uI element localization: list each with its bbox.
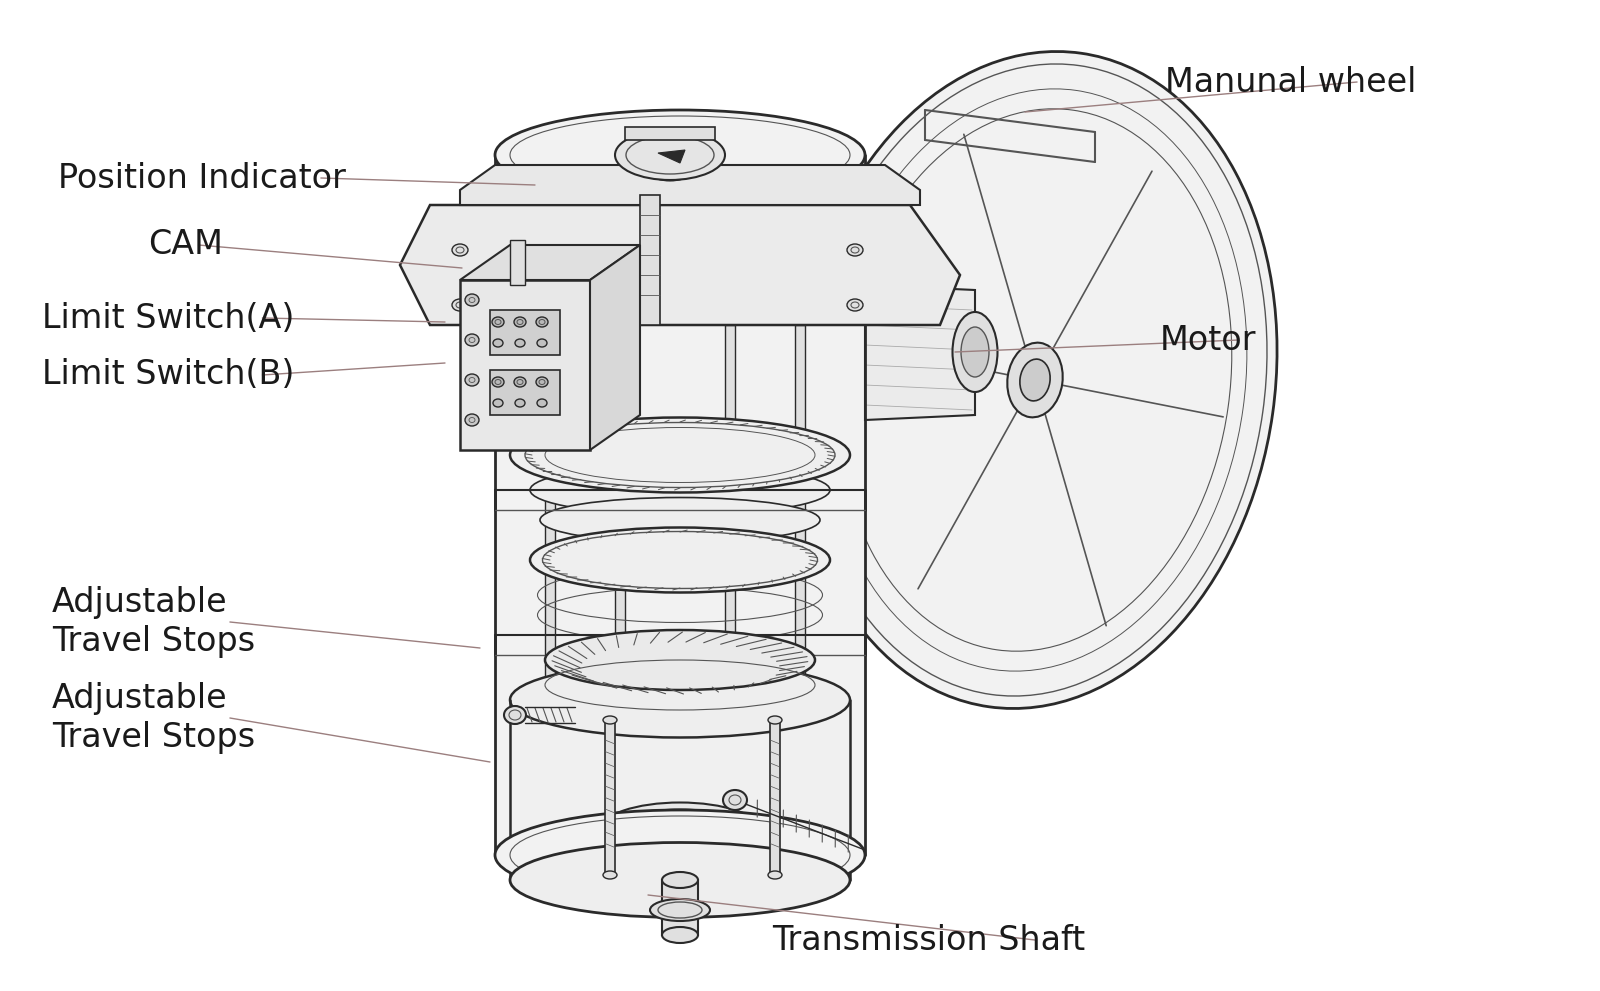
Ellipse shape [515,339,525,347]
Bar [640,195,661,325]
Bar [490,370,560,415]
Bar [546,325,555,700]
Text: Adjustable
Travel Stops: Adjustable Travel Stops [51,587,254,658]
Polygon shape [400,205,960,325]
Ellipse shape [466,374,478,386]
Ellipse shape [453,244,467,256]
Ellipse shape [846,244,862,256]
Ellipse shape [723,790,747,810]
Text: Motor: Motor [1160,323,1256,357]
Ellipse shape [962,327,989,377]
Ellipse shape [510,663,850,737]
Bar [770,720,781,875]
Ellipse shape [541,497,819,542]
Text: Limit Switch(A): Limit Switch(A) [42,301,294,335]
Ellipse shape [494,810,866,900]
Ellipse shape [510,417,850,493]
Bar [490,310,560,355]
Bar [605,720,614,875]
Ellipse shape [546,630,814,690]
Polygon shape [494,155,866,855]
Ellipse shape [846,299,862,311]
Ellipse shape [493,399,502,407]
Ellipse shape [493,317,504,327]
Bar [795,325,805,700]
Ellipse shape [603,871,618,879]
Ellipse shape [453,299,467,311]
Polygon shape [461,280,590,450]
Ellipse shape [538,339,547,347]
Ellipse shape [530,465,830,515]
Ellipse shape [536,377,547,387]
Text: Transmission Shaft: Transmission Shaft [771,924,1085,956]
Polygon shape [461,165,920,205]
Ellipse shape [838,109,1232,651]
Ellipse shape [603,716,618,724]
Ellipse shape [466,294,478,306]
Ellipse shape [662,927,698,943]
Ellipse shape [600,803,760,857]
Ellipse shape [466,334,478,346]
Text: Limit Switch(B): Limit Switch(B) [42,359,294,391]
Polygon shape [626,127,715,140]
Ellipse shape [515,399,525,407]
Bar [662,880,698,935]
Ellipse shape [530,527,830,593]
Ellipse shape [494,110,866,200]
Ellipse shape [1019,359,1050,401]
Polygon shape [658,150,685,163]
Text: Position Indicator: Position Indicator [58,162,346,194]
Ellipse shape [510,842,850,918]
Ellipse shape [662,872,698,888]
Ellipse shape [768,871,782,879]
Bar [725,325,734,700]
Text: Manunal wheel: Manunal wheel [1165,65,1416,98]
Ellipse shape [536,317,547,327]
Ellipse shape [504,706,526,724]
Ellipse shape [1008,343,1062,417]
Ellipse shape [538,399,547,407]
Polygon shape [510,700,850,880]
Ellipse shape [952,312,997,392]
Bar [614,325,626,700]
Ellipse shape [514,317,526,327]
Text: CAM: CAM [147,229,222,262]
Ellipse shape [466,414,478,426]
Ellipse shape [650,899,710,921]
Ellipse shape [493,339,502,347]
Ellipse shape [794,52,1277,709]
Ellipse shape [637,136,702,180]
Polygon shape [590,245,640,450]
Ellipse shape [768,716,782,724]
Ellipse shape [646,141,694,175]
Polygon shape [461,245,640,280]
Ellipse shape [658,821,702,839]
Text: Adjustable
Travel Stops: Adjustable Travel Stops [51,683,254,753]
Ellipse shape [614,130,725,180]
Ellipse shape [514,377,526,387]
Polygon shape [866,285,974,420]
Bar [510,240,525,285]
Ellipse shape [493,377,504,387]
